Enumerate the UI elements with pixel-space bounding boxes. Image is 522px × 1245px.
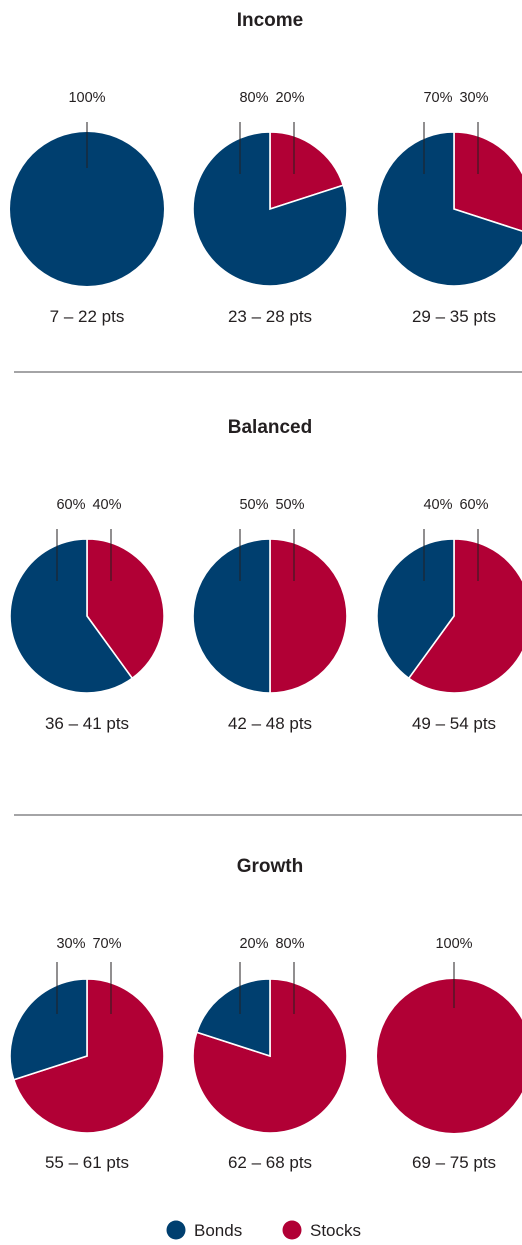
pct-label-bonds: 70% [423,90,452,106]
range-label: 62 – 68 pts [228,1153,312,1172]
pct-label-stocks: 80% [275,936,304,952]
pct-label-bonds: 50% [239,497,268,513]
pct-label-bonds: 80% [239,90,268,106]
range-label: 29 – 35 pts [412,307,496,326]
legend: Bonds Stocks [166,1220,361,1240]
pct-label-bonds: 100% [68,90,105,106]
sections-layer: Income 100% 7 – 22 pts 80% 20% 23 – 28 pts 70%… [9,10,522,1172]
pct-label-stocks: 50% [275,497,304,513]
pie-chart: 50% 50% 42 – 48 pts [192,497,348,733]
pie-chart: 40% 60% 49 – 54 pts [376,497,522,733]
pie-chart: 20% 80% 62 – 68 pts [192,936,348,1172]
pct-label-bonds: 40% [423,497,452,513]
pie-chart: 30% 70% 55 – 61 pts [9,936,165,1172]
section-title: Balanced [228,417,312,438]
pct-label-stocks: 40% [92,497,121,513]
pct-label-stocks: 30% [459,90,488,106]
pct-label-bonds: 20% [239,936,268,952]
pie-slice-stocks [377,979,522,1133]
pct-label-stocks: 100% [435,936,472,952]
legend-label: Bonds [194,1221,242,1240]
range-label: 69 – 75 pts [412,1153,496,1172]
pie-slice-bonds [9,538,134,694]
pie-slice-bonds [376,131,522,287]
pie-slice-bonds [376,538,455,680]
range-label: 36 – 41 pts [45,714,129,733]
legend-label: Stocks [310,1221,361,1240]
section-balanced: Balanced 60% 40% 36 – 41 pts 50% 50% 42 – 48 p… [9,417,522,816]
legend-swatch-stocks [282,1220,302,1240]
pie-chart: 60% 40% 36 – 41 pts [9,497,165,733]
pct-label-stocks: 20% [275,90,304,106]
pie-slice-stocks [86,538,165,680]
pie-slice-stocks [453,131,522,232]
legend-swatch-bonds [166,1220,186,1240]
legend-item-stocks: Stocks [282,1220,361,1240]
range-label: 55 – 61 pts [45,1153,129,1172]
pct-label-stocks: 60% [459,497,488,513]
range-label: 7 – 22 pts [50,307,125,326]
section-income: Income 100% 7 – 22 pts 80% 20% 23 – 28 pts 70%… [10,10,522,373]
pie-slice-stocks [12,978,165,1134]
pie-slice-bonds [192,131,348,287]
pie-chart: 80% 20% 23 – 28 pts [192,90,348,326]
pie-slice-stocks [407,538,522,694]
pie-slice-bonds [9,978,88,1081]
section-title: Income [237,10,304,31]
pct-label-bonds: 60% [56,497,85,513]
range-label: 49 – 54 pts [412,714,496,733]
section-title: Growth [237,856,304,877]
range-label: 23 – 28 pts [228,307,312,326]
pie-chart: 100% 69 – 75 pts [377,936,522,1172]
pie-chart: 70% 30% 29 – 35 pts [376,90,522,326]
pie-chart: 100% 7 – 22 pts [10,90,164,326]
pie-slice-bonds [192,538,271,694]
pie-slice-bonds [10,132,164,286]
pct-label-stocks: 70% [92,936,121,952]
legend-item-bonds: Bonds [166,1220,242,1240]
pct-label-bonds: 30% [56,936,85,952]
range-label: 42 – 48 pts [228,714,312,733]
section-growth: Growth 30% 70% 55 – 61 pts 20% 80% 62 – 68 pts… [9,856,522,1172]
pie-slice-stocks [269,131,345,211]
pie-slice-bonds [195,978,271,1058]
pie-slice-stocks [269,538,348,694]
